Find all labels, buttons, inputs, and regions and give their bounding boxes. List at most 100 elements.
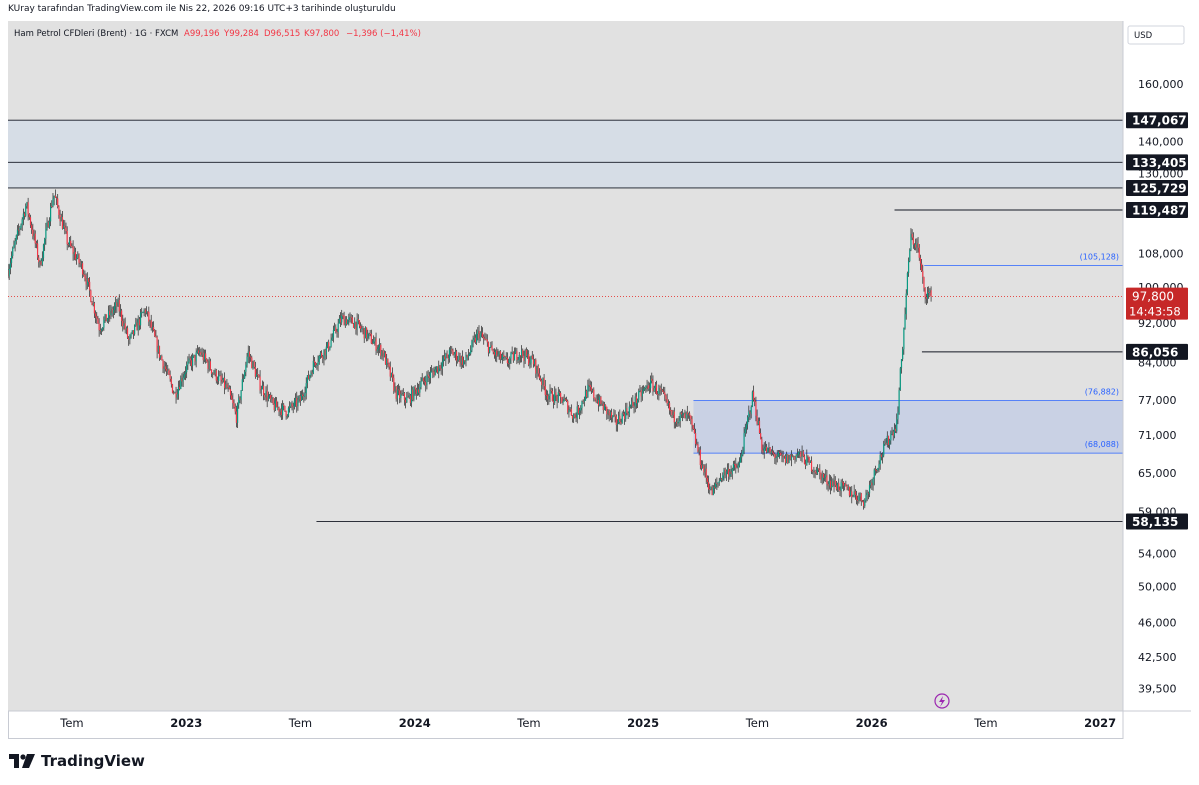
candle [40,258,42,266]
candle [266,384,268,408]
candle-body [680,412,682,415]
candle-body [89,281,91,291]
candle [367,329,369,342]
candle-body [799,451,801,453]
candle-body [356,319,358,330]
candle-body [279,409,281,412]
candle-body [426,374,428,386]
candle [361,324,363,333]
candle-body [509,358,511,364]
candle-body [500,358,503,360]
candle [522,348,524,359]
candle [528,350,530,367]
candle-body [337,323,339,333]
candle [745,421,748,434]
candle [57,193,59,209]
candle [808,456,810,465]
time-axis[interactable]: Tem 2023 Tem 2024 Tem 2025 Tem 2026 Tem 2027 [8,710,1191,730]
candle [165,362,168,376]
candle-body [755,401,757,416]
price-tick-14: 42,500 [1138,651,1177,664]
candle [39,260,41,268]
candle [741,449,743,463]
candle [163,360,165,374]
candle [261,380,264,390]
candle [613,409,615,417]
candle [486,334,488,347]
candle-body [787,454,789,463]
candle-body [521,349,523,356]
candle-body [545,394,548,396]
candle [893,423,895,439]
candle-body [602,403,604,411]
candle-body [386,358,388,365]
candle-body [873,469,875,479]
candle [541,378,543,392]
candle [614,410,616,423]
candle-body [819,469,821,473]
candle [913,243,916,251]
candle-body [929,290,931,293]
candle-body [762,450,764,453]
candle-body [752,391,755,400]
candle-body [260,389,262,391]
candle-body [561,397,563,403]
candle-body [139,312,142,326]
candle-body [603,404,606,411]
candle-body [578,410,581,414]
flash-icon[interactable] [934,693,950,709]
candle [781,450,783,463]
candle-body [900,359,903,369]
candle [278,406,280,417]
price-chart[interactable]: (105,128)(76,882)(68,088) USD160,000140,… [8,21,1191,739]
candle [461,350,464,368]
candle [886,431,888,448]
level-badge-2 [1126,179,1188,196]
candle [180,375,182,390]
candle-body [668,402,671,411]
candle-body [557,392,559,402]
candle [735,457,737,474]
candle [709,483,711,495]
candle-body [420,381,422,388]
candle-body [806,455,808,466]
candle-body [599,396,601,406]
candle-body [497,354,499,356]
candle-body [438,365,440,373]
candle [284,405,286,412]
candle [149,319,151,328]
candle [416,382,419,396]
candle [636,398,639,408]
candle-body [684,412,686,419]
price-axis[interactable]: USD160,000140,000130,000108,000100,00092… [1122,21,1191,739]
candle [687,412,690,419]
candle [390,372,393,378]
candle-body [638,391,640,400]
candle-body [699,449,701,466]
candle [564,397,566,401]
candle [74,247,77,261]
candle [205,349,207,364]
time-tick-4: Tem [516,716,540,730]
candle [813,466,815,478]
candle [64,220,66,235]
candle [383,350,385,358]
candle [352,322,355,328]
candle-body [906,273,909,294]
candle [581,400,583,414]
candle [470,345,472,356]
candle-body [422,377,424,382]
candle-body [20,224,22,229]
tradingview-logo-text: TradingView [41,752,145,770]
candle [58,205,60,219]
tradingview-logo[interactable]: TradingView [9,752,145,770]
candle [807,455,809,463]
candle-body [210,369,213,374]
candle-body [183,374,185,378]
candle-body [608,410,610,416]
candle [519,355,522,363]
candle [298,394,300,403]
candle [477,326,479,341]
candle [287,406,290,418]
candle [667,399,669,409]
